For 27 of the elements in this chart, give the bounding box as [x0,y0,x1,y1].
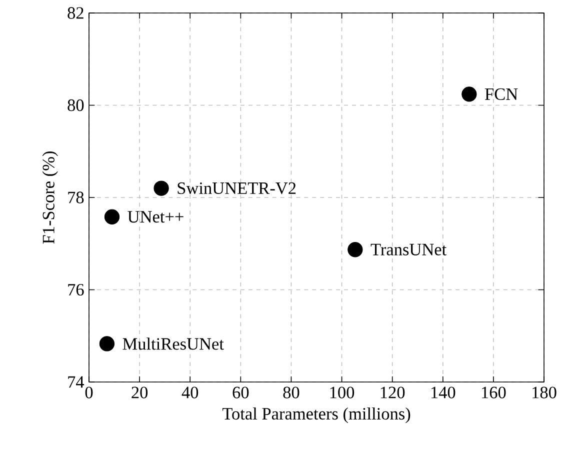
x-tick-label: 40 [182,386,198,398]
y-tick-label: 78 [68,192,84,204]
series-label: TransUNet [370,244,447,256]
legend-label: FCN [485,88,518,100]
y-tick-label: 80 [68,99,84,112]
x-tick-label: 160 [482,386,506,398]
x-tick-label: 0 [85,386,93,398]
x-tick-label: 180 [532,386,556,398]
point [99,336,115,352]
x-axis-title: Total Parameters (millions) [222,407,410,424]
point [348,242,363,258]
x-tick-label: 120 [380,386,405,398]
x-tick-label: 140 [431,386,456,398]
y-tick-label: 74 [68,376,84,388]
point [462,86,477,102]
series-label: MultiResUNet [122,338,224,350]
y-tick-label: 82 [68,7,84,19]
x-tick-label: 80 [283,386,300,398]
y-tick-label: 76 [68,284,84,296]
x-tick-label: 100 [330,386,354,398]
x-tick-label: 60 [232,386,249,398]
point [154,180,169,196]
series-label: SwinUNETR-V2 [178,182,296,194]
series-label: UNet++ [128,211,184,223]
point [104,209,120,224]
x-tick-label: 20 [132,386,148,398]
y-axis-title: F1-Score (%) [42,152,58,244]
